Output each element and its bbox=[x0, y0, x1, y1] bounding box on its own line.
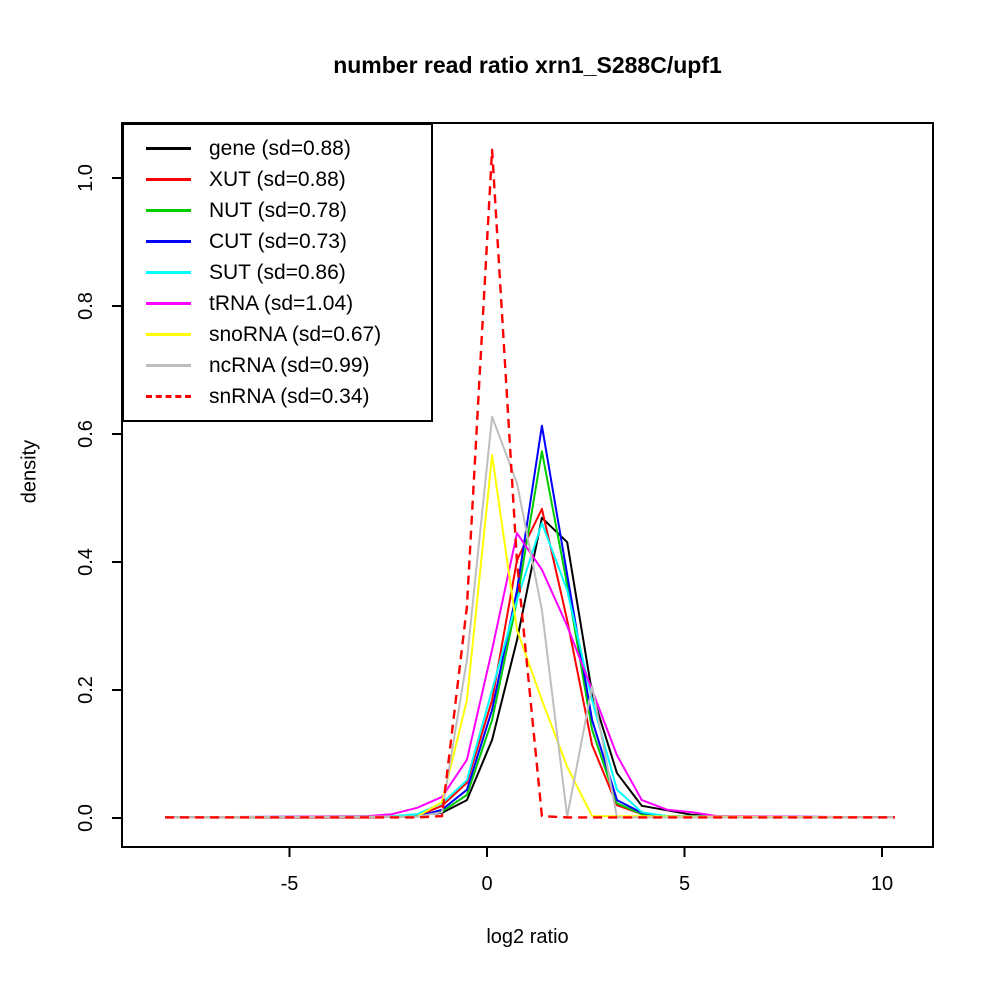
plot-border bbox=[121, 122, 934, 848]
legend-label-snoRNA: snoRNA (sd=0.67) bbox=[209, 322, 382, 346]
x-axis-label: log2 ratio bbox=[486, 926, 569, 948]
x-tick-label: 0 bbox=[481, 873, 492, 895]
y-tick-label: 1.0 bbox=[75, 164, 97, 192]
legend-item-SUT: SUT (sd=0.86) bbox=[124, 258, 431, 288]
series-line-CUT bbox=[165, 424, 896, 819]
series-line-ncRNA bbox=[165, 415, 895, 819]
y-axis-ticks: 0.0 0.2 0.4 0.6 0.8 1.0 bbox=[75, 164, 122, 832]
y-tick-label: 0.4 bbox=[75, 548, 97, 576]
legend-item-gene: gene (sd=0.88) bbox=[124, 134, 431, 164]
legend-line-sample-ncRNA bbox=[146, 364, 191, 367]
legend-label-snRNA: snRNA (sd=0.34) bbox=[209, 384, 370, 408]
y-axis-label: density bbox=[18, 439, 41, 504]
legend-label-ncRNA: ncRNA (sd=0.99) bbox=[209, 353, 370, 377]
chart-title: number read ratio xrn1_S288C/upf1 bbox=[333, 52, 722, 78]
x-tick-label: -5 bbox=[281, 873, 299, 895]
legend-line-sample-NUT bbox=[146, 209, 191, 212]
y-tick-label: 0.8 bbox=[75, 292, 97, 320]
x-tick-label: 5 bbox=[679, 873, 690, 895]
legend-label-NUT: NUT (sd=0.78) bbox=[209, 198, 347, 222]
y-tick-label: 0.6 bbox=[75, 420, 97, 448]
series-line-SUT bbox=[165, 522, 896, 819]
y-tick-label: 0.0 bbox=[75, 804, 97, 832]
legend-box: gene (sd=0.88) XUT (sd=0.88) NUT (sd=0.78)… bbox=[122, 123, 433, 422]
legend-label-gene: gene (sd=0.88) bbox=[209, 136, 351, 160]
series-line-tRNA bbox=[165, 532, 896, 819]
x-tick-label: 10 bbox=[871, 873, 893, 895]
legend-label-SUT: SUT (sd=0.86) bbox=[209, 260, 346, 284]
density-curves bbox=[165, 148, 896, 819]
legend-label-XUT: XUT (sd=0.88) bbox=[209, 167, 346, 191]
series-line-XUT bbox=[165, 507, 896, 819]
legend-label-tRNA: tRNA (sd=1.04) bbox=[209, 291, 354, 315]
legend-item-XUT: XUT (sd=0.88) bbox=[124, 165, 431, 195]
legend-item-ncRNA: ncRNA (sd=0.99) bbox=[124, 351, 431, 381]
y-tick-label: 0.2 bbox=[75, 676, 97, 704]
x-axis-ticks: -5 0 5 10 bbox=[281, 847, 893, 895]
plot-box bbox=[121, 122, 934, 848]
series-line-snRNA bbox=[165, 148, 895, 819]
legend-line-sample-snRNA bbox=[146, 395, 191, 398]
series-line-snoRNA bbox=[165, 454, 896, 819]
legend-line-sample-CUT bbox=[146, 240, 191, 243]
legend-item-snRNA: snRNA (sd=0.34) bbox=[124, 382, 431, 412]
legend-label-CUT: CUT (sd=0.73) bbox=[209, 229, 347, 253]
legend-line-sample-snoRNA bbox=[146, 333, 191, 336]
legend-line-sample-tRNA bbox=[146, 302, 191, 305]
legend-line-sample-XUT bbox=[146, 178, 191, 181]
legend-line-sample-gene bbox=[146, 147, 191, 150]
legend-item-NUT: NUT (sd=0.78) bbox=[124, 196, 431, 226]
legend-item-tRNA: tRNA (sd=1.04) bbox=[124, 289, 431, 319]
legend-item-snoRNA: snoRNA (sd=0.67) bbox=[124, 320, 431, 350]
legend-item-CUT: CUT (sd=0.73) bbox=[124, 227, 431, 257]
legend-line-sample-SUT bbox=[146, 271, 191, 274]
